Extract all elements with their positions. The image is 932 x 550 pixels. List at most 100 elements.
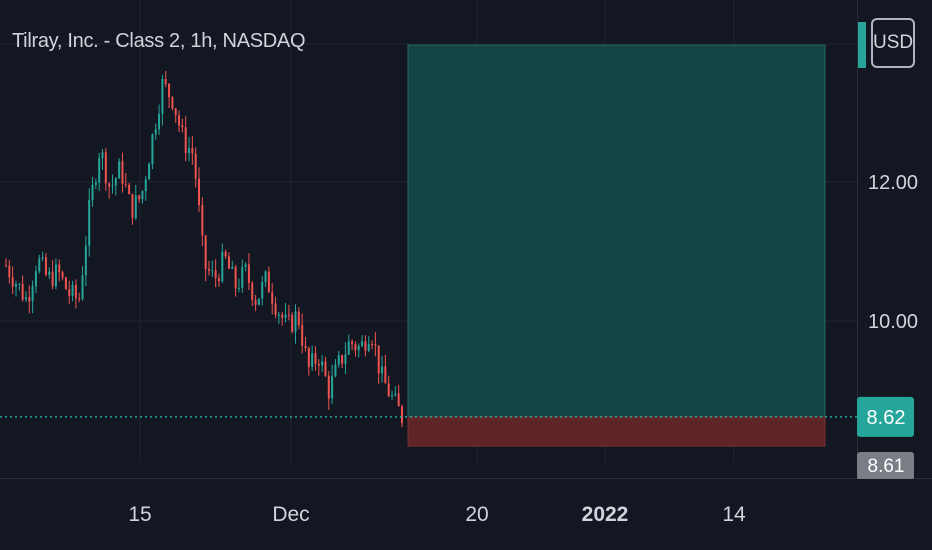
candle-body — [334, 364, 337, 377]
candle — [131, 193, 134, 225]
candle-body — [371, 344, 374, 346]
candle — [111, 174, 114, 194]
x-tick-label-2: 20 — [465, 503, 488, 526]
candle — [201, 197, 204, 247]
candle — [158, 104, 161, 135]
candle — [274, 296, 277, 319]
candle — [78, 292, 81, 303]
candle-body — [118, 161, 121, 179]
candle-body — [294, 311, 297, 332]
candle-body — [397, 393, 400, 407]
candle — [8, 260, 11, 284]
candle-body — [354, 344, 357, 351]
candle — [214, 259, 217, 288]
candle — [38, 254, 41, 274]
candle-body — [64, 277, 67, 290]
candle — [224, 249, 227, 259]
candle — [254, 294, 257, 312]
candle-body — [31, 286, 34, 302]
candle — [297, 307, 300, 330]
candle-body — [367, 344, 370, 351]
candle-body — [257, 298, 260, 305]
candle-body — [74, 284, 77, 299]
candle-body — [251, 283, 254, 300]
candle-body — [224, 251, 227, 257]
candle — [171, 96, 174, 111]
candle — [24, 291, 27, 302]
candle-body — [101, 152, 104, 158]
candle-body — [161, 79, 164, 114]
candle — [271, 283, 274, 315]
candle — [71, 280, 74, 302]
candle-body — [134, 195, 137, 219]
y-tick-label-1: 10.00 — [868, 311, 918, 333]
candle — [377, 345, 380, 384]
candle — [291, 312, 294, 334]
candle — [364, 335, 367, 357]
candle — [48, 267, 51, 280]
candle — [194, 147, 197, 188]
candle — [164, 71, 167, 88]
candle-body — [144, 179, 147, 192]
candle — [394, 386, 397, 397]
candle-body — [321, 361, 324, 366]
candle — [178, 110, 181, 133]
chart-title: Tilray, Inc. - Class 2, 1h, NASDAQ — [12, 30, 306, 52]
candle-body — [347, 341, 350, 355]
candle-body — [184, 127, 187, 153]
candle — [351, 339, 354, 351]
candle — [54, 258, 57, 290]
candle-body — [114, 178, 117, 186]
x-tick-label-0: 15 — [128, 503, 151, 526]
candle-body — [34, 271, 37, 287]
candle-body — [327, 375, 330, 399]
candle — [108, 182, 111, 199]
candle — [287, 304, 290, 321]
candle-body — [54, 264, 57, 287]
candle-body — [154, 129, 157, 135]
candle — [211, 260, 214, 278]
candle-body — [21, 283, 24, 300]
candle-body — [14, 284, 17, 287]
candle — [284, 303, 287, 323]
candle — [331, 364, 334, 404]
candle — [381, 355, 384, 383]
candle-body — [357, 346, 360, 351]
candle — [334, 359, 337, 378]
candle — [138, 194, 141, 203]
candle-body — [314, 353, 317, 364]
candle-body — [81, 275, 84, 300]
candle — [347, 334, 350, 356]
candle — [58, 259, 61, 282]
candle — [124, 172, 127, 188]
candle-body — [68, 289, 71, 296]
candle-body — [384, 366, 387, 384]
candle — [118, 158, 121, 179]
candle-body — [61, 272, 64, 278]
candle — [28, 285, 31, 314]
candle — [21, 275, 24, 302]
candle-body — [361, 341, 364, 347]
candle-body — [174, 108, 177, 116]
candle-body — [247, 264, 250, 284]
candle — [247, 253, 250, 291]
candle-body — [374, 344, 377, 346]
candle-body — [291, 315, 294, 332]
candle-body — [227, 256, 230, 269]
candle — [227, 252, 230, 270]
candle — [391, 390, 394, 401]
candle — [294, 304, 297, 344]
candle-body — [164, 79, 167, 84]
currency-button[interactable]: USD — [871, 18, 915, 68]
candle-body — [401, 406, 403, 424]
candle — [51, 260, 54, 290]
candle-body — [111, 185, 114, 187]
x-tick-label-3: 2022 — [582, 503, 629, 526]
candle-body — [128, 184, 131, 195]
candle — [41, 251, 44, 262]
candle — [341, 354, 344, 369]
candle-body — [88, 199, 91, 246]
candle-body — [267, 271, 270, 293]
